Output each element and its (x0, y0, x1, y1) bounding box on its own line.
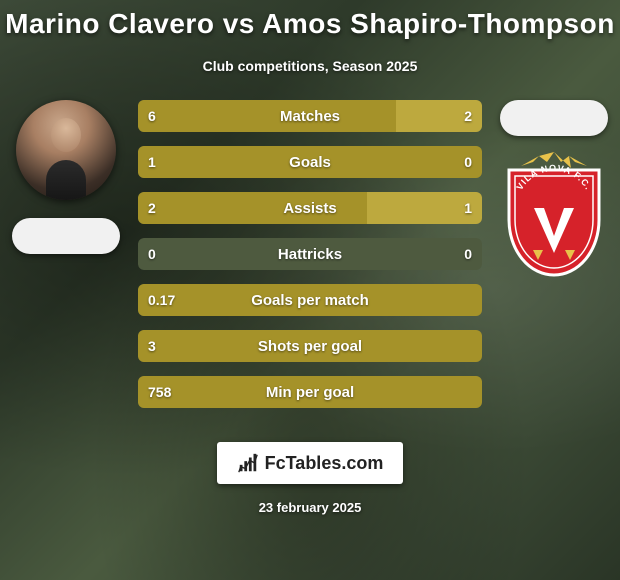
player-flag (500, 100, 608, 136)
club-crest: VILA NOVA F.C. (499, 148, 609, 278)
right-player-column: VILA NOVA F.C. (494, 100, 614, 278)
player-avatar (16, 100, 116, 200)
player-flag (12, 218, 120, 254)
stat-label: Matches (138, 100, 482, 132)
stat-label: Assists (138, 192, 482, 224)
stat-row: 3Shots per goal (138, 330, 482, 362)
date-text: 23 february 2025 (0, 500, 620, 515)
stat-label: Goals (138, 146, 482, 178)
stat-label: Hattricks (138, 238, 482, 270)
stat-row: 21Assists (138, 192, 482, 224)
page-title: Marino Clavero vs Amos Shapiro-Thompson (0, 0, 620, 40)
subtitle: Club competitions, Season 2025 (0, 58, 620, 74)
left-player-column (6, 100, 126, 254)
stat-row: 00Hattricks (138, 238, 482, 270)
content: Marino Clavero vs Amos Shapiro-Thompson … (0, 0, 620, 580)
stat-row: 758Min per goal (138, 376, 482, 408)
stat-label: Min per goal (138, 376, 482, 408)
branding-badge: FcTables.com (217, 442, 403, 484)
stat-row: 0.17Goals per match (138, 284, 482, 316)
crest-svg: VILA NOVA F.C. (499, 148, 609, 278)
stat-bars: 62Matches 10Goals 21Assists 00Hattricks 0.17… (138, 100, 482, 422)
stat-label: Goals per match (138, 284, 482, 316)
stat-row: 10Goals (138, 146, 482, 178)
chart-icon (237, 452, 259, 474)
stat-row: 62Matches (138, 100, 482, 132)
stat-label: Shots per goal (138, 330, 482, 362)
comparison-card: Marino Clavero vs Amos Shapiro-Thompson … (0, 0, 620, 580)
branding-text: FcTables.com (265, 453, 384, 474)
main-area: VILA NOVA F.C. 62Matches 10Goals 21Assists… (0, 100, 620, 420)
